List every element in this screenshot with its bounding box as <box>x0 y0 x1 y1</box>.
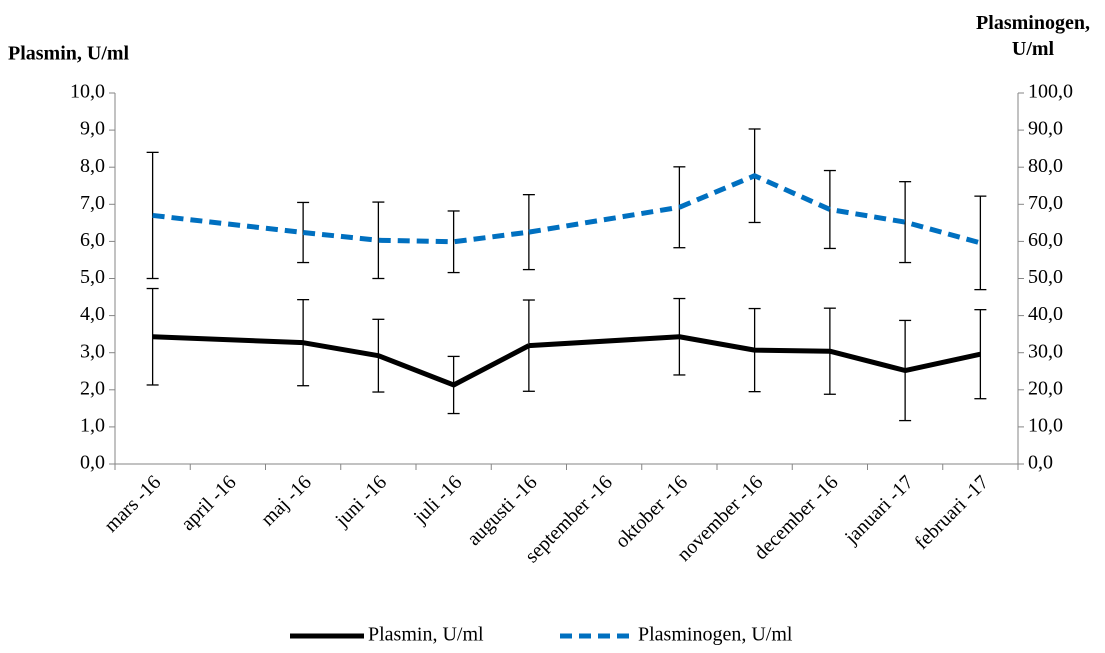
y2-tick-label: 90,0 <box>1028 118 1063 140</box>
error-bar <box>899 181 912 264</box>
error-bar <box>974 195 987 291</box>
legend-label: Plasminogen, U/ml <box>638 624 793 646</box>
x-tick-label: maj -16 <box>257 471 316 530</box>
x-tick-label: augusti -16 <box>463 471 542 550</box>
y2-tick-label: 0,0 <box>1028 452 1053 474</box>
y2-tick-label: 10,0 <box>1028 414 1063 436</box>
y-tick-label: 0,0 <box>80 452 105 474</box>
gap-bridge <box>528 204 680 235</box>
y2-axis-title: Plasminogen, U/ml <box>976 12 1090 60</box>
gap-bridge <box>152 212 304 235</box>
y2-tick-label: 30,0 <box>1028 340 1063 362</box>
error-bar <box>823 169 836 250</box>
series-line <box>302 173 982 246</box>
y2-tick-label: 70,0 <box>1028 192 1063 214</box>
x-tick-label: mars -16 <box>100 471 165 536</box>
series-line <box>302 334 981 388</box>
y-tick-label: 3,0 <box>80 340 105 362</box>
y2-tick-label: 80,0 <box>1028 155 1063 177</box>
y-tick-label: 4,0 <box>80 303 105 325</box>
x-tick-label: juli -16 <box>409 471 467 529</box>
y-tick-label: 5,0 <box>80 266 105 288</box>
y-tick-label: 1,0 <box>80 414 105 436</box>
error-bar <box>447 210 460 274</box>
y-tick-label: 8,0 <box>80 155 105 177</box>
x-tick-label: oktober -16 <box>611 471 692 552</box>
x-tick-label: januari -17 <box>840 471 918 549</box>
y-tick-label: 7,0 <box>80 192 105 214</box>
x-tick-label: april -16 <box>177 471 241 535</box>
x-tick-label: februari -17 <box>910 471 993 554</box>
y-tick-label: 9,0 <box>80 118 105 140</box>
y2-tick-label: 20,0 <box>1028 377 1063 399</box>
y-tick-label: 6,0 <box>80 229 105 251</box>
gap-bridge <box>528 334 680 349</box>
y-tick-label: 10,0 <box>70 81 105 103</box>
x-tick-label: juni -16 <box>331 471 392 532</box>
error-bar <box>372 201 385 280</box>
y2-tick-label: 60,0 <box>1028 229 1063 251</box>
y2-tick-label: 100,0 <box>1028 81 1073 103</box>
y2-tick-label: 50,0 <box>1028 266 1063 288</box>
y-tick-label: 2,0 <box>80 377 105 399</box>
legend-label: Plasmin, U/ml <box>368 624 484 646</box>
y2-tick-label: 40,0 <box>1028 303 1063 325</box>
y-axis-title: Plasmin, U/ml <box>8 43 130 65</box>
gap-bridge <box>152 334 304 346</box>
